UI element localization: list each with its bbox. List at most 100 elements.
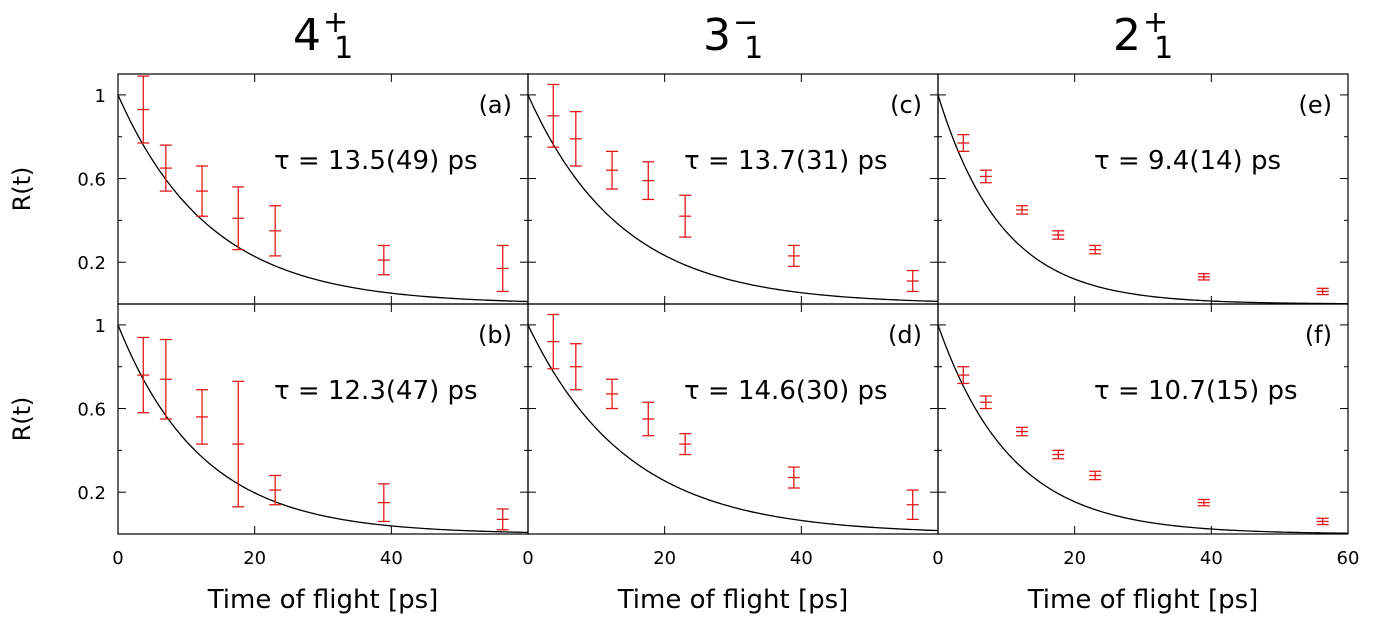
data-point xyxy=(1197,498,1210,507)
x-tick-label: 20 xyxy=(1063,548,1086,569)
data-point xyxy=(159,338,172,420)
data-point xyxy=(569,110,582,167)
data-point xyxy=(1016,426,1029,437)
data-point xyxy=(787,466,800,489)
x-tick-label: 0 xyxy=(112,548,123,569)
y-axis-label: R(t) xyxy=(8,397,36,442)
data-point xyxy=(606,378,619,410)
x-axis-label: Time of flight [ps] xyxy=(1027,585,1259,615)
data-point xyxy=(547,313,560,370)
column-title-sup: + xyxy=(1143,5,1168,40)
data-point xyxy=(1052,449,1065,460)
y-tick-label: 1 xyxy=(95,86,106,107)
data-point xyxy=(196,165,209,217)
x-tick-label: 40 xyxy=(380,548,403,569)
panel-frame xyxy=(527,73,939,305)
data-point xyxy=(679,194,692,238)
y-tick-label: 0.2 xyxy=(77,253,106,274)
column-title-sup: + xyxy=(323,5,348,40)
tau-annotation: τ = 13.5(49) ps xyxy=(274,146,478,176)
column-title-base: 2 xyxy=(1113,10,1141,61)
x-tick-label: 40 xyxy=(790,548,813,569)
panel-b: (b)τ = 12.3(47) ps 1 0.6 0.2 xyxy=(77,303,529,535)
column-title-base: 4 xyxy=(293,10,321,61)
column-title-sub: 1 xyxy=(334,31,353,66)
y-tick-label: 0.6 xyxy=(77,170,106,191)
column-titles: 4+ 1 3− 1 2+ 1 xyxy=(293,5,1173,66)
data-point xyxy=(269,205,282,257)
panel-label: (a) xyxy=(479,91,512,119)
data-point xyxy=(377,244,390,276)
data-point xyxy=(787,244,800,268)
panel-frame xyxy=(117,303,529,535)
data-point xyxy=(906,269,919,293)
data-point xyxy=(957,366,970,385)
x-tick-label: 0 xyxy=(522,548,533,569)
tau-annotation: τ = 10.7(15) ps xyxy=(1094,376,1298,406)
data-point xyxy=(232,186,245,251)
column-title-sup: − xyxy=(733,5,758,40)
panel-label: (b) xyxy=(478,321,512,349)
data-point xyxy=(569,343,582,391)
column-title-sub: 1 xyxy=(744,31,763,66)
fit-curve xyxy=(527,324,939,532)
panel-a: (a)τ = 13.5(49) ps 1 0.6 0.2 xyxy=(77,73,529,305)
data-point xyxy=(1052,230,1065,240)
data-point xyxy=(1316,287,1329,296)
panel-label: (f) xyxy=(1305,321,1332,349)
data-point xyxy=(957,133,970,153)
data-point xyxy=(1089,244,1102,255)
x-tick-label: 0 xyxy=(932,548,943,569)
x-tick-label: 60 xyxy=(1337,548,1360,569)
y-tick-label: 1 xyxy=(95,316,106,337)
y-tick-label: 0.2 xyxy=(77,483,106,504)
fit-curve xyxy=(937,94,1349,305)
panel-frame xyxy=(117,73,529,305)
data-point xyxy=(496,244,509,293)
panel-d: (d)τ = 14.6(30) ps xyxy=(527,303,939,535)
column-title: 2+ 1 xyxy=(1113,5,1173,66)
column-title: 4+ 1 xyxy=(293,5,353,66)
data-point xyxy=(642,161,655,201)
x-tick-label: 20 xyxy=(243,548,266,569)
tau-annotation: τ = 13.7(31) ps xyxy=(684,146,888,176)
column-title-base: 3 xyxy=(703,10,731,61)
data-point xyxy=(159,144,172,192)
data-point xyxy=(232,380,245,508)
x-axis-label: Time of flight [ps] xyxy=(617,585,849,615)
panel-label: (e) xyxy=(1299,91,1333,119)
fit-curve xyxy=(117,94,529,303)
tau-annotation: τ = 12.3(47) ps xyxy=(274,376,478,406)
data-point xyxy=(547,83,560,148)
panel-frame xyxy=(937,73,1349,305)
fit-curve xyxy=(937,324,1349,534)
data-point xyxy=(1016,205,1029,215)
data-point xyxy=(906,489,919,521)
panel-c: (c)τ = 13.7(31) ps xyxy=(527,73,939,305)
panel-e: (e) τ = 9.4(14) ps xyxy=(937,73,1349,305)
panel-frame xyxy=(937,303,1349,535)
data-point xyxy=(137,336,150,414)
data-point xyxy=(679,432,692,456)
data-point xyxy=(1197,273,1210,281)
fit-curve xyxy=(527,94,939,303)
y-tick-label: 0.6 xyxy=(77,400,106,421)
data-point xyxy=(979,395,992,410)
data-point xyxy=(196,389,209,445)
data-point xyxy=(1089,470,1102,481)
panel-f: (f) τ = 10.7(15) ps xyxy=(937,303,1349,535)
x-axis-label: Time of flight [ps] xyxy=(207,585,439,615)
x-tick-label: 40 xyxy=(1200,548,1223,569)
data-point xyxy=(137,75,150,144)
panel-label: (c) xyxy=(890,91,922,119)
x-tick-label: 20 xyxy=(653,548,676,569)
data-point xyxy=(269,474,282,506)
tau-annotation: τ = 9.4(14) ps xyxy=(1094,146,1281,176)
y-axis-label: R(t) xyxy=(8,167,36,212)
data-point xyxy=(1316,517,1329,526)
fit-curve xyxy=(117,324,529,534)
data-point xyxy=(606,150,619,190)
panel-label: (d) xyxy=(888,321,922,349)
